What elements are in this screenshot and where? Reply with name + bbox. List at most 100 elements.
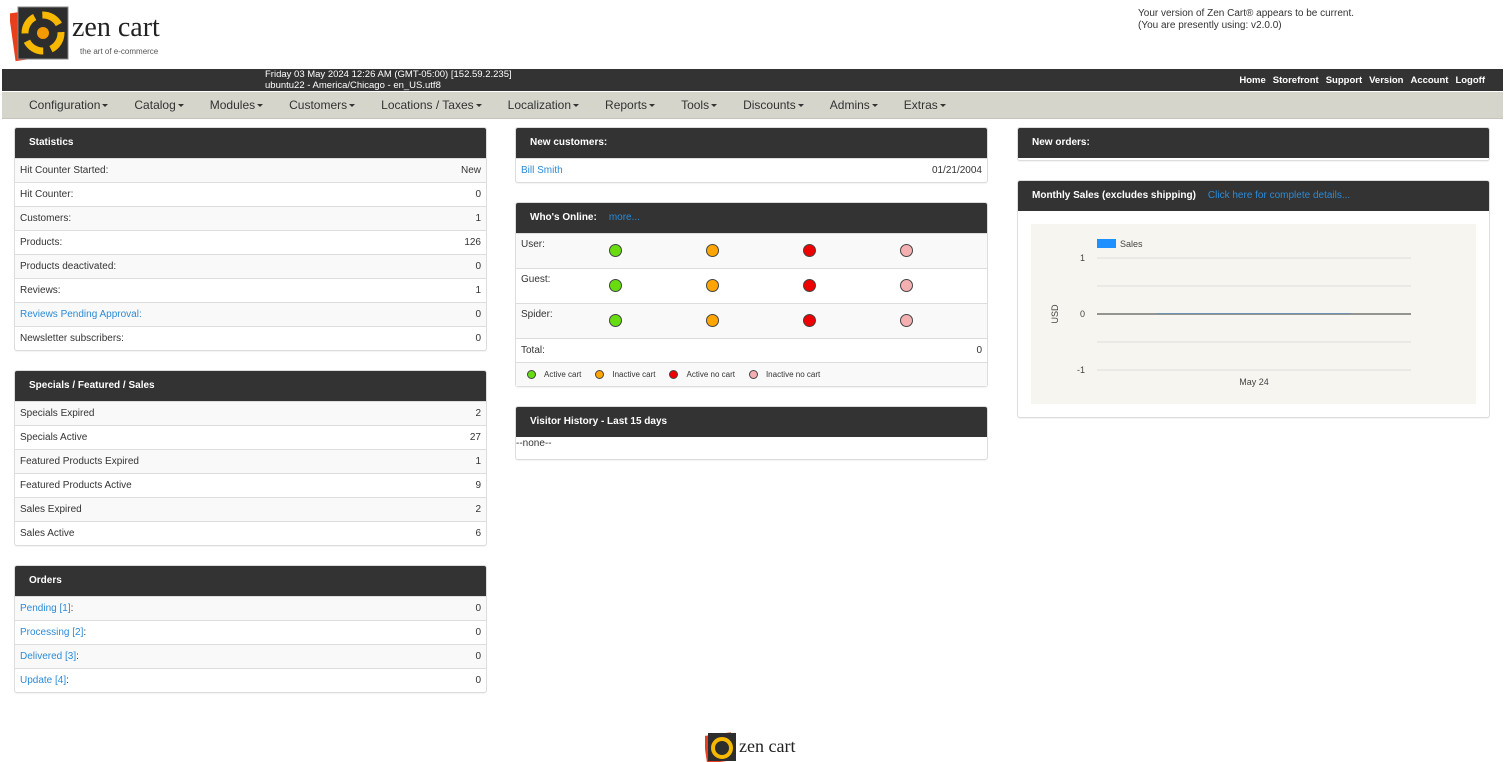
panel-title: Statistics xyxy=(15,128,486,158)
inactive-cart-icon xyxy=(706,244,719,257)
link-logoff[interactable]: Logoff xyxy=(1455,75,1485,86)
inactive-cart-icon xyxy=(595,370,605,379)
customer-date: 01/21/2004 xyxy=(931,165,982,176)
row-value: 0 xyxy=(475,651,481,662)
stat-row: Products deactivated: 0 xyxy=(15,254,486,278)
row-value: 27 xyxy=(469,432,481,443)
stat-row: Processing [2]: 0 xyxy=(15,620,486,644)
menu-localization[interactable]: Localization xyxy=(508,92,579,118)
status-dots xyxy=(594,269,982,303)
active-no-cart-icon xyxy=(803,314,816,327)
inactive-no-cart-icon xyxy=(900,314,913,327)
row-value: 0 xyxy=(475,189,481,200)
stat-row: Specials Expired 2 xyxy=(15,401,486,425)
online-legend: Active cart Inactive cart Active no cart In… xyxy=(516,362,987,386)
status-cell xyxy=(788,304,885,338)
row-label: Featured Products Active xyxy=(20,480,132,491)
menu-customers[interactable]: Customers xyxy=(289,92,355,118)
row-value: 2 xyxy=(475,504,481,515)
row-label: Sales Expired xyxy=(20,504,82,515)
legend-label: Sales xyxy=(1120,239,1143,249)
sales-details-link[interactable]: Click here for complete details... xyxy=(1207,190,1351,201)
status-cell xyxy=(885,269,982,303)
middle-column: New customers: Bill Smith 01/21/2004 Who'… xyxy=(515,127,988,479)
row-label[interactable]: Reviews Pending Approval: xyxy=(20,309,142,320)
row-label[interactable]: Pending [1] xyxy=(20,603,71,614)
active-no-cart-icon xyxy=(803,244,816,257)
inactive-no-cart-icon xyxy=(900,244,913,257)
active-cart-icon xyxy=(609,279,622,292)
stat-row: Hit Counter: 0 xyxy=(15,182,486,206)
menu-locations-taxes[interactable]: Locations / Taxes xyxy=(381,92,482,118)
whos-online-panel: Who's Online: more... User: Guest: Spider: … xyxy=(515,202,988,387)
row-label-wrap: Update [4]: xyxy=(20,675,69,686)
row-value: New xyxy=(460,165,481,176)
menu-modules[interactable]: Modules xyxy=(210,92,263,118)
row-label: Newsletter subscribers: xyxy=(20,333,124,344)
link-account[interactable]: Account xyxy=(1410,75,1449,86)
stat-row: Products: 126 xyxy=(15,230,486,254)
status-cell xyxy=(885,304,982,338)
row-value: 1 xyxy=(475,285,481,296)
stat-row: Featured Products Expired 1 xyxy=(15,449,486,473)
menu-tools[interactable]: Tools xyxy=(681,92,717,118)
row-value: 1 xyxy=(475,213,481,224)
menu-catalog[interactable]: Catalog xyxy=(134,92,183,118)
row-label: Hit Counter Started: xyxy=(20,165,109,176)
footer-zen-cart-logo[interactable]: zen cart xyxy=(705,732,810,762)
stat-row: Sales Active 6 xyxy=(15,521,486,545)
menu-configuration[interactable]: Configuration xyxy=(29,92,108,118)
row-label-wrap: Hit Counter: xyxy=(20,183,73,206)
panel-title: Orders xyxy=(15,566,486,596)
row-value: 0 xyxy=(475,333,481,344)
stat-row: Reviews: 1 xyxy=(15,278,486,302)
row-value: 6 xyxy=(475,528,481,539)
row-label[interactable]: Update [4] xyxy=(20,675,67,686)
row-label: Hit Counter: xyxy=(20,189,74,200)
row-value: 0 xyxy=(475,603,481,614)
legend-label: Inactive no cart xyxy=(765,370,821,379)
link-version[interactable]: Version xyxy=(1369,75,1404,86)
total-row: Total: 0 xyxy=(516,338,987,362)
svg-text:zen cart: zen cart xyxy=(739,736,795,756)
inactive-cart-icon xyxy=(706,279,719,292)
row-label[interactable]: Processing [2] xyxy=(20,627,84,638)
online-row-label: Guest: xyxy=(521,274,551,285)
customer-link[interactable]: Bill Smith xyxy=(521,165,563,176)
total-value: 0 xyxy=(976,345,982,356)
row-label-wrap: Newsletter subscribers: xyxy=(20,327,124,350)
active-no-cart-icon xyxy=(803,279,816,292)
link-support[interactable]: Support xyxy=(1325,75,1363,86)
active-cart-icon xyxy=(609,314,622,327)
online-row: Spider: xyxy=(516,303,987,338)
panel-title: New customers: xyxy=(516,128,987,158)
version-line: Your version of Zen Cart® appears to be … xyxy=(1138,8,1355,19)
menu-discounts[interactable]: Discounts xyxy=(743,92,804,118)
row-label-wrap: Delivered [3]: xyxy=(20,651,79,662)
menu-reports[interactable]: Reports xyxy=(605,92,655,118)
top-links: Home Storefront Support Version Account Logof… xyxy=(1232,75,1485,86)
zen-cart-logo[interactable]: zen cart the art of e-commerce xyxy=(10,4,180,66)
specials-panel: Specials / Featured / Sales Specials Expi… xyxy=(14,370,487,546)
link-storefront[interactable]: Storefront xyxy=(1272,75,1319,86)
stat-row: Featured Products Active 9 xyxy=(15,473,486,497)
menu-extras[interactable]: Extras xyxy=(904,92,946,118)
more-link[interactable]: more... xyxy=(608,212,640,223)
active-cart-icon xyxy=(609,244,622,257)
status-cell xyxy=(885,234,982,268)
status-cell xyxy=(691,304,788,338)
panel-title: Monthly Sales (excludes shipping) Click h… xyxy=(1018,181,1489,211)
sales-bar[interactable] xyxy=(1156,313,1352,314)
panel-title-text: Monthly Sales (excludes shipping) xyxy=(1032,190,1196,201)
status-cell xyxy=(594,269,691,303)
main-menu: Configuration Catalog Modules Customers … xyxy=(2,92,1503,119)
stat-row: Pending [1]: 0 xyxy=(15,596,486,620)
link-home[interactable]: Home xyxy=(1239,75,1266,86)
panel-title: Who's Online: more... xyxy=(516,203,987,233)
row-label[interactable]: Delivered [3] xyxy=(20,651,77,662)
row-label-wrap: Reviews Pending Approval: xyxy=(20,303,142,326)
status-dots xyxy=(594,234,982,268)
row-label: Customers: xyxy=(20,213,72,224)
inactive-no-cart-icon xyxy=(748,370,758,379)
menu-admins[interactable]: Admins xyxy=(830,92,878,118)
